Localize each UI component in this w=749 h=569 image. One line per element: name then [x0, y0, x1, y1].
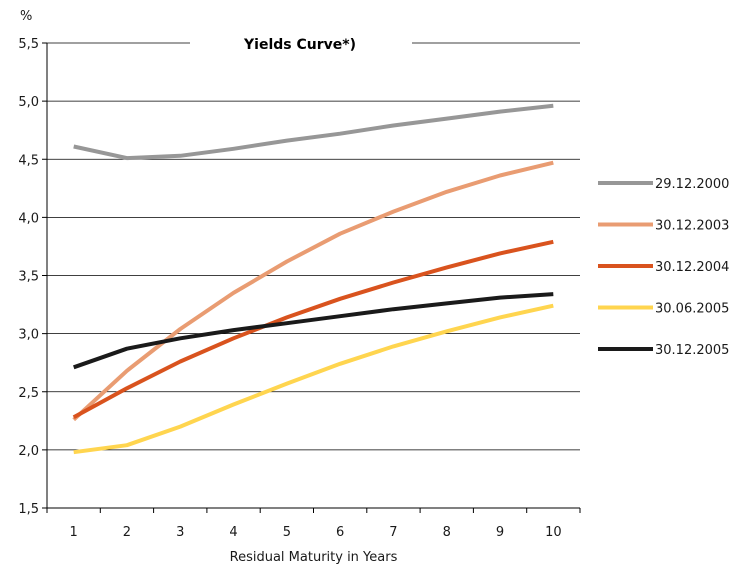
series-line-29.12.2000 [73, 103, 554, 161]
x-tick-label: 9 [496, 525, 504, 540]
legend-label: 30.06.2005 [655, 302, 729, 317]
y-tick-label: 3,5 [18, 270, 39, 285]
x-tick-label: 2 [123, 525, 131, 540]
series-line-30.12.2005 [73, 292, 554, 370]
x-tick-label: 5 [283, 525, 291, 540]
y-tick-label: 4,0 [18, 211, 39, 226]
title-group: Yields Curve*) [190, 33, 412, 55]
y-tick-label: 1,5 [18, 502, 39, 517]
x-axis-label: Residual Maturity in Years [230, 550, 398, 565]
y-tick-label: 3,0 [18, 328, 39, 343]
y-tick-label: 2,0 [18, 444, 39, 459]
title-background [190, 33, 412, 55]
legend-label: 30.12.2005 [655, 343, 729, 358]
y-axis-label: % [20, 9, 32, 24]
x-tick-label: 1 [70, 525, 78, 540]
x-tick-label: 8 [443, 525, 451, 540]
series-line-30.06.2005 [73, 303, 554, 455]
series-line-30.12.2003 [72, 160, 554, 422]
y-tick-label: 5,5 [18, 37, 39, 52]
y-tick-label: 5,0 [18, 95, 39, 110]
x-tick-label: 7 [389, 525, 397, 540]
x-tick-label: 3 [176, 525, 184, 540]
legend: 29.12.2000 30.12.2003 30.12.2004 30.06.2005… [598, 177, 729, 358]
axes: 1,5 2,0 2,5 3,0 3,5 4,0 4,5 5,0 5,5 1 2 3 4 5 6 7 8 9 10 [18, 37, 581, 540]
x-tick-label: 6 [336, 525, 344, 540]
y-tick-label: 2,5 [18, 386, 39, 401]
legend-label: 30.12.2004 [655, 260, 729, 275]
legend-label: 29.12.2000 [655, 177, 729, 192]
series-line-30.12.2004 [72, 239, 554, 420]
series-lines [72, 103, 554, 455]
legend-label: 30.12.2003 [655, 219, 729, 234]
y-tick-label: 4,5 [18, 153, 39, 168]
chart-title: Yields Curve*) [243, 37, 356, 53]
x-tick-label: 4 [229, 525, 237, 540]
x-tick-label: 10 [545, 525, 562, 540]
